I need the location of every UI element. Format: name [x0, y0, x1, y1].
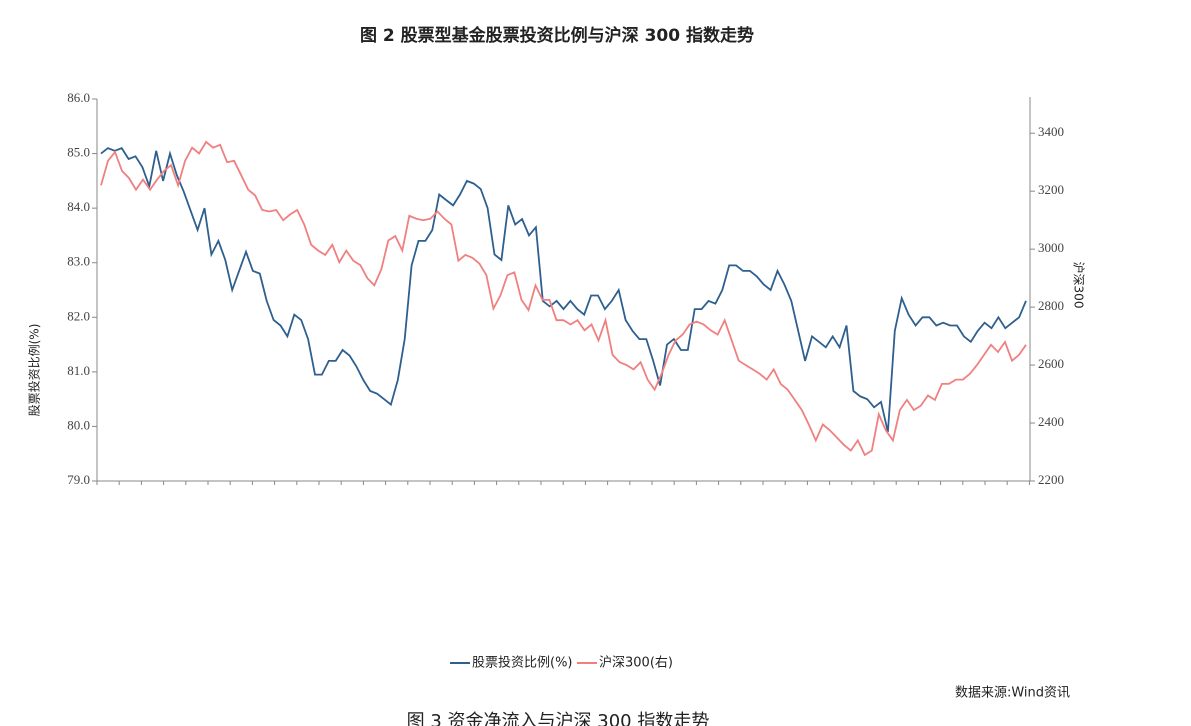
y-tick-label: 83.0 — [67, 254, 90, 269]
y2-tick-label: 2400 — [1038, 414, 1064, 429]
y2-tick-label: 3000 — [1038, 240, 1064, 255]
line-series — [100, 140, 1027, 457]
y-tick-label: 84.0 — [67, 199, 90, 214]
line-series — [100, 146, 1027, 433]
y-tick-label: 81.0 — [67, 363, 90, 378]
y2-tick-label: 2200 — [1038, 472, 1064, 487]
y-tick-label: 85.0 — [67, 145, 90, 160]
y-tick-label: 80.0 — [67, 417, 90, 432]
y-tick-label: 79.0 — [67, 472, 90, 487]
y-tick-label: 82.0 — [67, 308, 90, 323]
y2-tick-label: 2800 — [1038, 298, 1064, 313]
y-tick-label: 86.0 — [67, 90, 90, 105]
chart-title: 图 2 股票型基金股票投资比例与沪深 300 指数走势 — [360, 25, 754, 46]
legend-label: 股票投资比例(%) — [472, 655, 573, 671]
source-note: 数据来源:Wind资讯 — [955, 686, 1070, 701]
legend-label: 沪深300(右) — [599, 655, 673, 671]
y-axis-title: 股票投资比例(%) — [27, 324, 42, 417]
next-caption: 图 3 资金净流入与沪深 300 指数走势 — [407, 711, 710, 726]
y2-tick-label: 3400 — [1038, 124, 1064, 139]
y2-tick-label: 2600 — [1038, 356, 1064, 371]
y2-axis-title: 沪深300 — [1072, 262, 1086, 309]
y2-tick-label: 3200 — [1038, 182, 1064, 197]
